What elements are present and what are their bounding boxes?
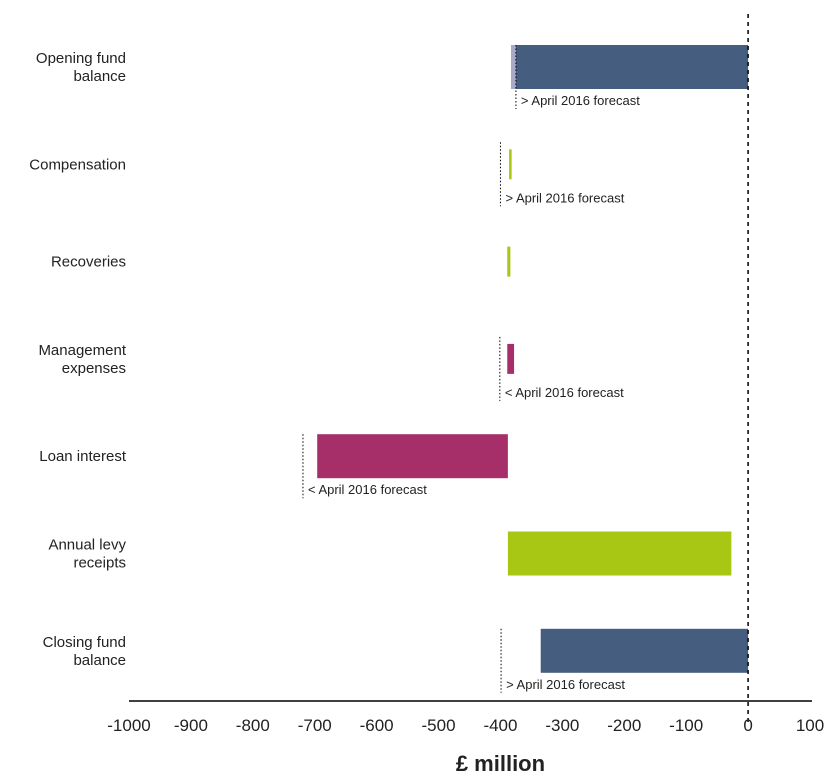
- category-labels-layer: Opening fundbalanceCompensationRecoverie…: [29, 50, 127, 669]
- x-tick-label: -600: [360, 716, 394, 735]
- forecast-label: > April 2016 forecast: [521, 93, 640, 108]
- category-label: balance: [73, 68, 126, 85]
- x-tick-label: -700: [298, 716, 332, 735]
- forecast-label: > April 2016 forecast: [506, 677, 625, 692]
- bar: [507, 531, 732, 576]
- category-label: Recoveries: [51, 254, 126, 271]
- x-axis-title: £ million: [456, 751, 545, 776]
- bar: [540, 628, 749, 673]
- category-label: Compensation: [29, 156, 126, 173]
- x-tick-label: -100: [669, 716, 703, 735]
- bar: [509, 149, 512, 180]
- x-tick-label: -200: [607, 716, 641, 735]
- x-tick-label: -1000: [107, 716, 150, 735]
- category-label: Loan interest: [39, 448, 127, 465]
- category-label: Management: [38, 342, 126, 359]
- bar: [510, 45, 749, 89]
- bar: [317, 434, 508, 479]
- bar: [507, 246, 511, 277]
- x-tick-label: -800: [236, 716, 270, 735]
- category-label: balance: [73, 652, 126, 669]
- bar: [507, 343, 515, 374]
- bars-layer: [317, 45, 749, 673]
- x-tick-label: -300: [545, 716, 579, 735]
- x-tick-labels: -1000 -900 -800 -700 -600 -500 -400 -300 -200 -10…: [107, 716, 824, 735]
- category-label: expenses: [62, 360, 126, 377]
- x-tick-label: 100: [796, 716, 824, 735]
- category-label: Annual levy: [48, 537, 126, 554]
- forecast-markers-layer: > April 2016 forecast > April 2016 foreca…: [302, 45, 640, 693]
- x-tick-label: -400: [483, 716, 517, 735]
- forecast-label: < April 2016 forecast: [505, 385, 624, 400]
- x-tick-label: -500: [422, 716, 456, 735]
- x-tick-label: 0: [743, 716, 752, 735]
- forecast-label: < April 2016 forecast: [308, 482, 427, 497]
- category-label: receipts: [73, 555, 126, 572]
- category-label: Opening fund: [36, 50, 126, 67]
- bar-forecast-overlap: [510, 45, 516, 89]
- category-label: Closing fund: [43, 634, 126, 651]
- forecast-label: > April 2016 forecast: [505, 190, 624, 205]
- x-tick-label: -900: [174, 716, 208, 735]
